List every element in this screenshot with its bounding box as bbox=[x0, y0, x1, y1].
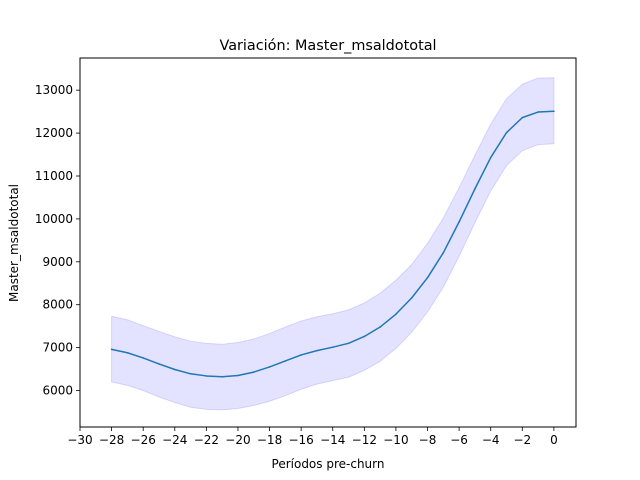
x-tick-label: −26 bbox=[131, 433, 156, 447]
y-tick-label: 6000 bbox=[42, 384, 73, 398]
chart-title: Variación: Master_msaldototal bbox=[219, 38, 436, 54]
data-point bbox=[142, 357, 144, 359]
confidence-band bbox=[111, 77, 555, 411]
data-point bbox=[252, 371, 255, 373]
y-tick-label: 8000 bbox=[42, 298, 73, 312]
data-point bbox=[189, 373, 192, 375]
data-point bbox=[379, 326, 381, 328]
x-tick-label: −16 bbox=[288, 433, 313, 447]
data-point bbox=[284, 360, 287, 362]
x-axis-ticks: −30 −28 −26 −24 −22 −20 −18 −16 −14 −12 −10 −8 −6 −4−… bbox=[67, 427, 558, 447]
data-point bbox=[205, 375, 208, 377]
data-point bbox=[442, 252, 445, 254]
x-tick-label: −10 bbox=[383, 433, 408, 447]
y-axis-label: Master_msaldototal bbox=[7, 184, 21, 302]
data-point bbox=[458, 221, 460, 223]
x-tick-label: −14 bbox=[320, 433, 345, 447]
x-tick-label: −28 bbox=[99, 433, 124, 447]
x-tick-label: 0 bbox=[550, 433, 558, 447]
data-point bbox=[553, 110, 555, 112]
data-point bbox=[426, 276, 429, 279]
data-point bbox=[474, 188, 476, 190]
data-point bbox=[158, 363, 160, 365]
x-tick-label: −20 bbox=[225, 433, 250, 447]
x-tick-label: −18 bbox=[257, 433, 282, 447]
data-point bbox=[221, 376, 223, 378]
x-tick-label: −4 bbox=[482, 433, 500, 447]
data-point bbox=[268, 366, 271, 368]
x-tick-label: −22 bbox=[194, 433, 219, 447]
data-point bbox=[300, 354, 302, 356]
data-point bbox=[126, 351, 129, 354]
x-tick-label: −12 bbox=[352, 433, 377, 447]
data-point bbox=[410, 297, 413, 299]
confidence-band-layer bbox=[111, 77, 555, 411]
data-point bbox=[363, 335, 366, 338]
x-tick-label: −2 bbox=[513, 433, 531, 447]
y-tick-label: 10000 bbox=[35, 212, 73, 226]
x-axis-label: Períodos pre-churn bbox=[272, 457, 385, 471]
data-point bbox=[316, 349, 318, 352]
data-point bbox=[395, 313, 397, 315]
y-axis-ticks: 6000 7000 8000 9000 10000 11000 12000 13000 bbox=[35, 83, 80, 398]
y-tick-label: 9000 bbox=[42, 255, 73, 269]
data-point bbox=[537, 111, 539, 113]
data-point bbox=[173, 368, 176, 371]
data-point bbox=[505, 131, 508, 134]
y-tick-label: 7000 bbox=[42, 341, 73, 355]
data-point bbox=[489, 156, 492, 159]
x-tick-label: −8 bbox=[419, 433, 437, 447]
data-point bbox=[521, 116, 524, 119]
data-point bbox=[110, 348, 113, 351]
y-tick-label: 12000 bbox=[35, 126, 73, 140]
data-point bbox=[347, 342, 350, 345]
y-tick-label: 13000 bbox=[35, 83, 73, 97]
x-tick-label: −6 bbox=[450, 433, 468, 447]
y-tick-label: 11000 bbox=[35, 169, 73, 183]
x-tick-label: −30 bbox=[67, 433, 92, 447]
series-line-layer bbox=[110, 110, 555, 378]
x-tick-label: −24 bbox=[162, 433, 187, 447]
plot-area-frame bbox=[79, 57, 577, 428]
data-point bbox=[237, 374, 239, 377]
data-point bbox=[331, 346, 334, 348]
